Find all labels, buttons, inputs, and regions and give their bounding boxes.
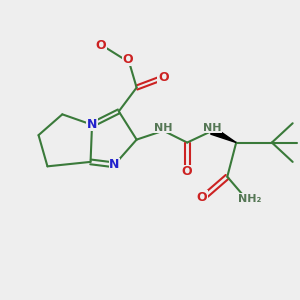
Text: O: O [197, 191, 207, 204]
Text: O: O [122, 53, 133, 66]
Text: N: N [87, 118, 97, 130]
Polygon shape [211, 127, 236, 142]
Text: N: N [109, 158, 119, 171]
Text: O: O [96, 40, 106, 52]
Text: NH₂: NH₂ [238, 194, 261, 204]
Text: NH: NH [202, 123, 221, 133]
Text: NH: NH [154, 123, 172, 133]
Text: O: O [158, 71, 169, 84]
Text: O: O [182, 165, 193, 178]
